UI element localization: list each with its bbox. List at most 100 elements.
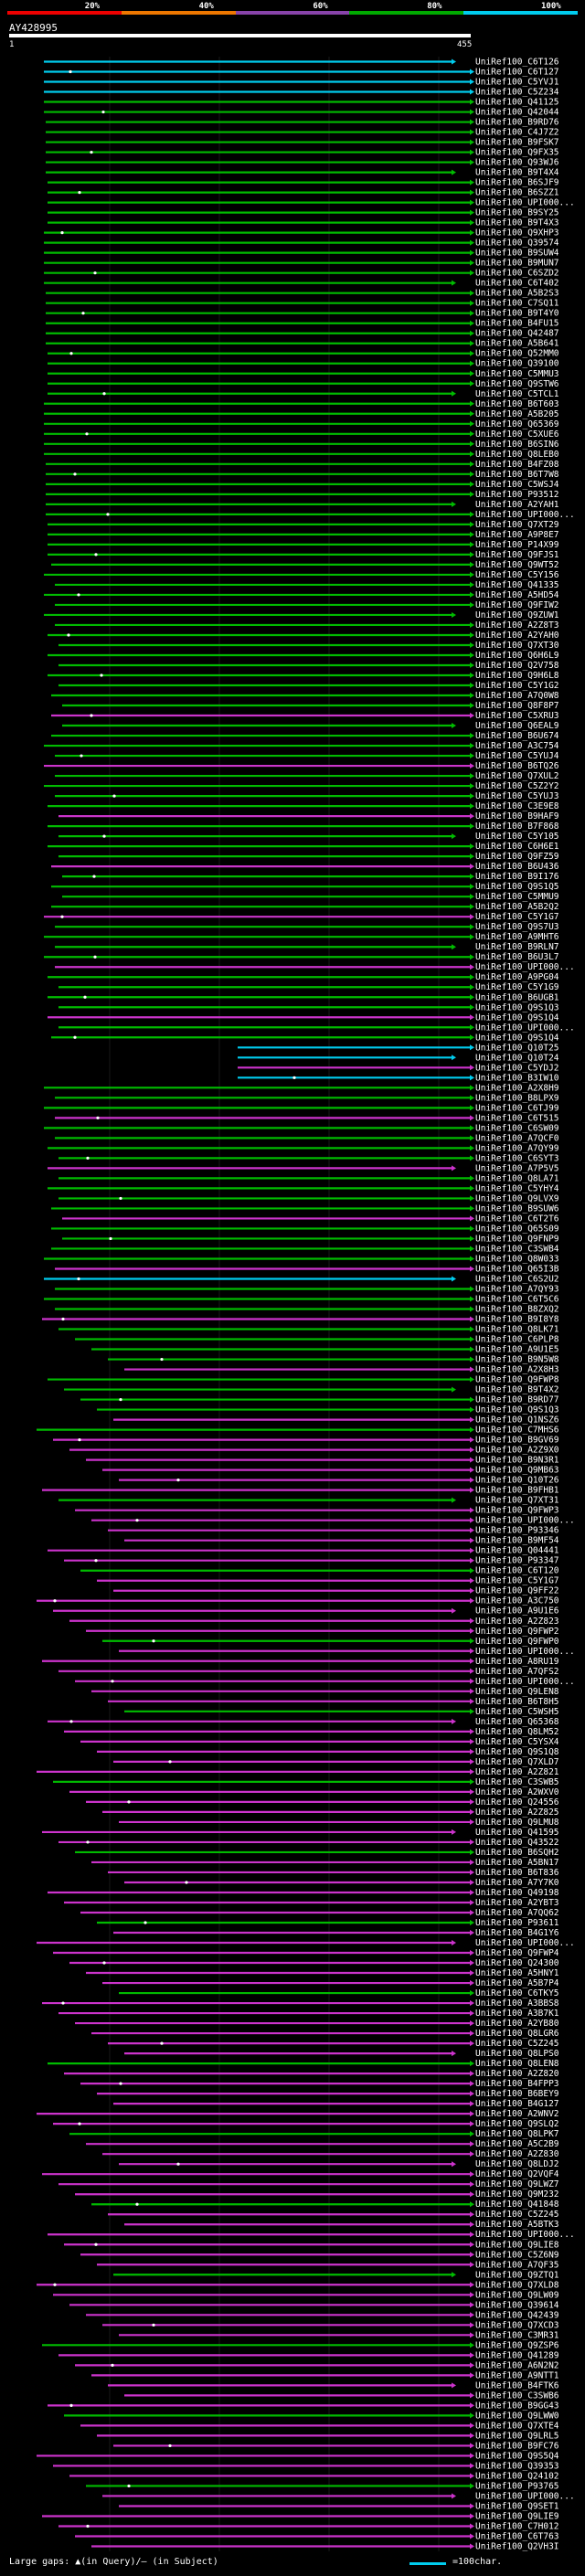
hit-id[interactable]: UniRef100_B6U674 <box>475 731 559 741</box>
hit-id[interactable]: UniRef100_UPI000... <box>475 1677 575 1687</box>
hit-id[interactable]: UniRef100_Q9S1Q3 <box>475 1002 559 1012</box>
hit-id[interactable]: UniRef100_B9FSK7 <box>475 138 559 148</box>
hit-id[interactable]: UniRef100_B9HAF9 <box>475 811 559 822</box>
hit-id[interactable]: UniRef100_Q9LW09 <box>475 2290 559 2300</box>
hit-id[interactable]: UniRef100_Q9S1Q8 <box>475 1747 559 1757</box>
hit-id[interactable]: UniRef100_Q7XTE4 <box>475 2421 559 2431</box>
hit-id[interactable]: UniRef100_C5Y1G7 <box>475 1576 559 1586</box>
hit-id[interactable]: UniRef100_Q24102 <box>475 2471 559 2481</box>
hit-id[interactable]: UniRef100_B9FC76 <box>475 2441 559 2451</box>
hit-id[interactable]: UniRef100_Q8LM52 <box>475 1727 559 1737</box>
hit-id[interactable]: UniRef100_B9RD76 <box>475 118 559 128</box>
hit-id[interactable]: UniRef100_Q41848 <box>475 2200 559 2210</box>
hit-id[interactable]: UniRef100_B3IW10 <box>475 1073 559 1083</box>
hit-id[interactable]: UniRef100_A7QCF0 <box>475 1133 559 1143</box>
hit-id[interactable]: UniRef100_B9N3R1 <box>475 1456 559 1466</box>
hit-id[interactable]: UniRef100_B4FZ08 <box>475 460 559 470</box>
hit-id[interactable]: UniRef100_B6SQH2 <box>475 1848 559 1858</box>
hit-id[interactable]: UniRef100_A3B7K1 <box>475 2009 559 2019</box>
hit-id[interactable]: UniRef100_A2X8H3 <box>475 1365 559 1375</box>
hit-id[interactable]: UniRef100_C3SWB5 <box>475 1777 559 1787</box>
hit-id[interactable]: UniRef100_Q9LVX9 <box>475 1193 559 1203</box>
hit-id[interactable]: UniRef100_C5Z245 <box>475 2210 559 2220</box>
hit-id[interactable]: UniRef100_Q9LWW0 <box>475 2411 559 2421</box>
hit-id[interactable]: UniRef100_UPI000... <box>475 198 575 208</box>
hit-id[interactable]: UniRef100_A2Z9X0 <box>475 1446 559 1456</box>
hit-id[interactable]: UniRef100_Q41289 <box>475 2350 559 2360</box>
hit-id[interactable]: UniRef100_A2Z825 <box>475 1807 559 1818</box>
hit-id[interactable]: UniRef100_P93347 <box>475 1556 559 1566</box>
hit-id[interactable]: UniRef100_Q9LIE8 <box>475 2240 559 2250</box>
hit-id[interactable]: UniRef100_B9T4Y0 <box>475 309 559 319</box>
hit-id[interactable]: UniRef100_B7F868 <box>475 822 559 832</box>
hit-id[interactable]: UniRef100_Q8LEN8 <box>475 2059 559 2069</box>
hit-id[interactable]: UniRef100_A5B641 <box>475 339 559 349</box>
hit-id[interactable]: UniRef100_C5XUE6 <box>475 429 559 440</box>
hit-id[interactable]: UniRef100_Q9WT52 <box>475 560 559 570</box>
hit-id[interactable]: UniRef100_Q9LMU8 <box>475 1818 559 1828</box>
hit-id[interactable]: UniRef100_Q9S7U3 <box>475 922 559 932</box>
hit-id[interactable]: UniRef100_Q41125 <box>475 98 559 108</box>
hit-id[interactable]: UniRef100_A9NTT1 <box>475 2370 559 2380</box>
hit-id[interactable]: UniRef100_Q39574 <box>475 239 559 249</box>
hit-id[interactable]: UniRef100_C5Z6N9 <box>475 2250 559 2260</box>
hit-id[interactable]: UniRef100_C7MHS6 <box>475 1426 559 1436</box>
hit-id[interactable]: UniRef100_C3MR31 <box>475 2330 559 2340</box>
hit-id[interactable]: UniRef100_B6T8H5 <box>475 1697 559 1707</box>
hit-id[interactable]: UniRef100_A5B205 <box>475 409 559 419</box>
hit-id[interactable]: UniRef100_B9T4X2 <box>475 1385 559 1395</box>
hit-id[interactable]: UniRef100_B6SZZ1 <box>475 188 559 198</box>
hit-id[interactable]: UniRef100_A2Z823 <box>475 1617 559 1627</box>
hit-id[interactable]: UniRef100_C5YSX4 <box>475 1737 559 1747</box>
hit-id[interactable]: UniRef100_Q9ZUW1 <box>475 610 559 620</box>
hit-id[interactable]: UniRef100_Q9H6L8 <box>475 671 559 681</box>
hit-id[interactable]: UniRef100_Q9LRL5 <box>475 2431 559 2441</box>
hit-id[interactable]: UniRef100_C5Y156 <box>475 570 559 580</box>
hit-id[interactable]: UniRef100_Q9FWP8 <box>475 1375 559 1385</box>
hit-id[interactable]: UniRef100_B9SUW6 <box>475 1203 559 1214</box>
hit-id[interactable]: UniRef100_Q8LGR6 <box>475 2029 559 2039</box>
hit-id[interactable]: UniRef100_C5Y1G2 <box>475 681 559 691</box>
hit-id[interactable]: UniRef100_Q9STW6 <box>475 379 559 389</box>
hit-id[interactable]: UniRef100_C4J7Z2 <box>475 128 559 138</box>
hit-id[interactable]: UniRef100_Q9FWP3 <box>475 1506 559 1516</box>
hit-id[interactable]: UniRef100_B9SY25 <box>475 208 559 218</box>
hit-id[interactable]: UniRef100_C5Y105 <box>475 832 559 842</box>
hit-id[interactable]: UniRef100_P93346 <box>475 1526 559 1536</box>
hit-id[interactable]: UniRef100_Q43522 <box>475 1838 559 1848</box>
hit-id[interactable]: UniRef100_Q9S5Q4 <box>475 2451 559 2461</box>
hit-id[interactable]: UniRef100_Q2VH3I <box>475 2541 559 2551</box>
hit-id[interactable]: UniRef100_Q7XT31 <box>475 1496 559 1506</box>
hit-id[interactable]: UniRef100_C5WSJ4 <box>475 480 559 490</box>
hit-id[interactable]: UniRef100_A2Z830 <box>475 2149 559 2159</box>
hit-id[interactable]: UniRef100_C5MMU3 <box>475 369 559 379</box>
hit-id[interactable]: UniRef100_C6H6E1 <box>475 842 559 852</box>
hit-id[interactable]: UniRef100_UPI000... <box>475 1516 575 1526</box>
hit-id[interactable]: UniRef100_A7Y7K0 <box>475 1878 559 1888</box>
hit-id[interactable]: UniRef100_C5YUJ4 <box>475 751 559 761</box>
hit-id[interactable]: UniRef100_C5YDJ2 <box>475 1063 559 1073</box>
hit-id[interactable]: UniRef100_Q9SLQ2 <box>475 2119 559 2129</box>
hit-id[interactable]: UniRef100_A7P5V5 <box>475 1163 559 1173</box>
hit-id[interactable]: UniRef100_Q39353 <box>475 2461 559 2471</box>
hit-id[interactable]: UniRef100_A2YBT3 <box>475 1898 559 1908</box>
hit-id[interactable]: UniRef100_C7SQ11 <box>475 299 559 309</box>
hit-id[interactable]: UniRef100_A3C754 <box>475 741 559 751</box>
hit-id[interactable]: UniRef100_B8ZXQ2 <box>475 1305 559 1315</box>
hit-id[interactable]: UniRef100_Q9S1Q4 <box>475 1033 559 1043</box>
hit-id[interactable]: UniRef100_B6T836 <box>475 1868 559 1878</box>
hit-id[interactable]: UniRef100_B4G127 <box>475 2099 559 2109</box>
hit-id[interactable]: UniRef100_A8RU19 <box>475 1657 559 1667</box>
hit-id[interactable]: UniRef100_C6T2T6 <box>475 1214 559 1224</box>
hit-id[interactable]: UniRef100_C5TCL1 <box>475 389 559 399</box>
hit-id[interactable]: UniRef100_Q39614 <box>475 2300 559 2310</box>
hit-id[interactable]: UniRef100_A9MHT6 <box>475 932 559 942</box>
hit-id[interactable]: UniRef100_Q9FJS1 <box>475 550 559 560</box>
hit-id[interactable]: UniRef100_C5YVJ1 <box>475 78 559 88</box>
hit-id[interactable]: UniRef100_B9RLN7 <box>475 942 559 952</box>
hit-id[interactable]: UniRef100_Q42439 <box>475 2310 559 2320</box>
hit-id[interactable]: UniRef100_A2Z8T3 <box>475 620 559 631</box>
hit-id[interactable]: UniRef100_A5B2Q2 <box>475 902 559 912</box>
hit-id[interactable]: UniRef100_UPI000... <box>475 1938 575 1948</box>
hit-id[interactable]: UniRef100_C5MMU9 <box>475 892 559 902</box>
